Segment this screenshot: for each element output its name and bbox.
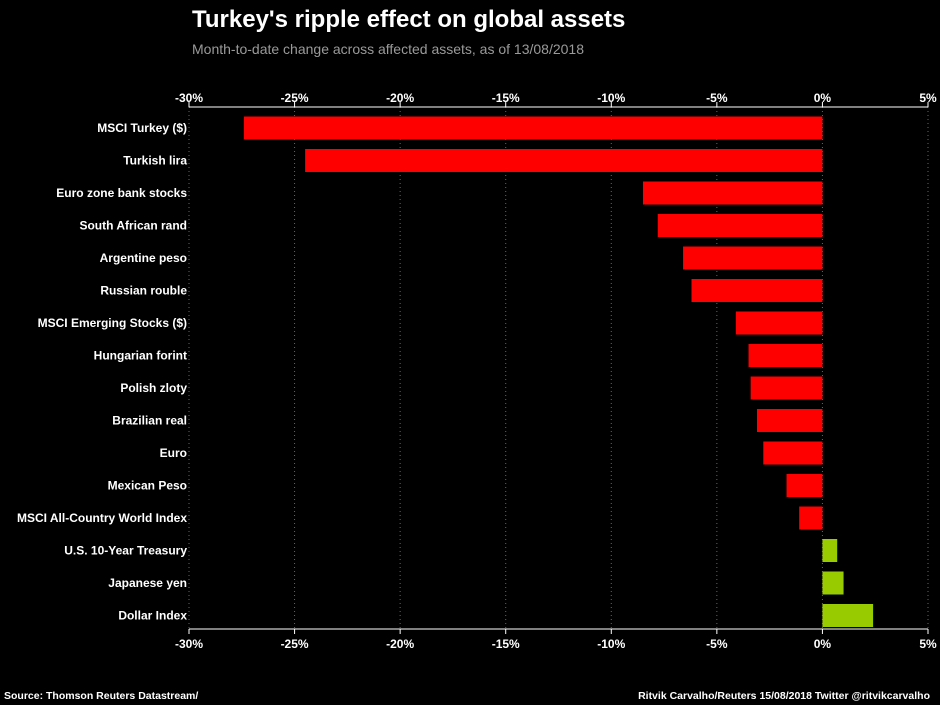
bar xyxy=(642,181,823,205)
bar xyxy=(735,311,823,335)
category-label: Turkish lira xyxy=(123,154,187,168)
bar xyxy=(305,149,823,172)
category-label: U.S. 10-Year Treasury xyxy=(64,544,187,558)
bar xyxy=(763,441,823,465)
category-labels: MSCI Turkey ($) Turkish lira Euro zone ban… xyxy=(17,121,187,623)
tick-label-bottom: 0% xyxy=(814,637,832,651)
bar xyxy=(799,506,823,530)
category-label: South African rand xyxy=(79,219,187,233)
category-label: Japanese yen xyxy=(108,576,187,590)
x-axis-top: -30% -25% -20% -15% -10% -5% 0% 5% xyxy=(175,91,937,108)
category-label: Brazilian real xyxy=(112,414,187,428)
tick-label-bottom: -25% xyxy=(281,637,309,651)
bar xyxy=(756,409,823,432)
tick-label-bottom: -5% xyxy=(706,637,728,651)
tick-label-bottom: -15% xyxy=(492,637,520,651)
tick-label-top: -20% xyxy=(386,91,414,105)
category-label: Euro xyxy=(160,446,187,460)
tick-label-top: -5% xyxy=(706,91,728,105)
bar xyxy=(786,474,823,497)
category-label: Mexican Peso xyxy=(108,479,187,493)
category-label: Russian rouble xyxy=(100,284,187,298)
category-label: MSCI Emerging Stocks ($) xyxy=(38,316,187,330)
tick-label-bottom: -20% xyxy=(386,637,414,651)
tick-label-top: -25% xyxy=(281,91,309,105)
gridlines xyxy=(188,107,929,629)
tick-label-top: -30% xyxy=(175,91,203,105)
category-label: MSCI All-Country World Index xyxy=(17,511,187,525)
credit-note: Ritvik Carvalho/Reuters 15/08/2018 Twitt… xyxy=(638,690,930,702)
source-note: Source: Thomson Reuters Datastream/ xyxy=(4,690,199,702)
chart-title: Turkey's ripple effect on global assets xyxy=(192,6,626,33)
bar xyxy=(822,604,874,627)
tick-label-bottom: 5% xyxy=(919,637,937,651)
tick-label-top: -10% xyxy=(597,91,625,105)
tick-label-top: 0% xyxy=(814,91,832,105)
category-label: Euro zone bank stocks xyxy=(56,186,187,200)
bar xyxy=(822,539,838,562)
bar xyxy=(243,116,823,140)
chart-subtitle: Month-to-date change across affected ass… xyxy=(192,41,584,57)
tick-label-bottom: -10% xyxy=(597,637,625,651)
bars xyxy=(243,116,874,627)
tick-label-top: 5% xyxy=(919,91,937,105)
bar xyxy=(683,246,823,270)
bar xyxy=(657,214,823,237)
category-label: Argentine peso xyxy=(100,251,187,265)
bar xyxy=(691,279,823,302)
bar xyxy=(748,344,823,367)
tick-label-top: -15% xyxy=(492,91,520,105)
bar xyxy=(822,571,844,595)
bar xyxy=(750,376,823,400)
category-label: Dollar Index xyxy=(118,609,187,623)
category-label: Hungarian forint xyxy=(94,349,187,363)
category-label: MSCI Turkey ($) xyxy=(97,121,187,135)
tick-label-bottom: -30% xyxy=(175,637,203,651)
x-axis-bottom: -30% -25% -20% -15% -10% -5% 0% 5% xyxy=(175,628,937,651)
category-label: Polish zloty xyxy=(120,381,187,395)
